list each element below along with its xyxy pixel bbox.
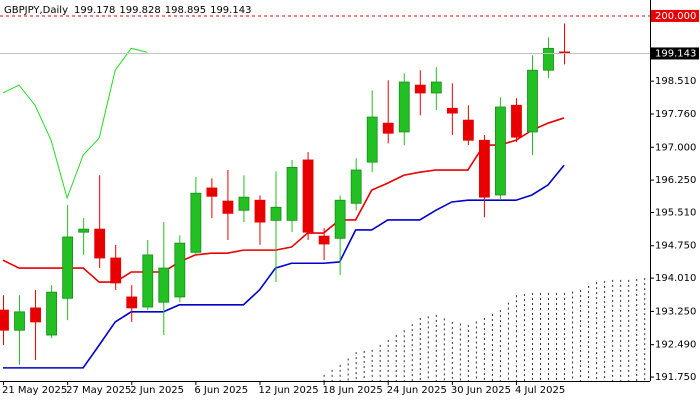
x-tick-label: 18 Jun 2025 <box>323 385 383 396</box>
open: 199.178 <box>74 5 115 16</box>
indicator-line <box>2 47 148 200</box>
y-tick-label: 194.750 <box>655 241 696 252</box>
candle-body <box>478 139 490 198</box>
candle-body <box>430 81 442 94</box>
candle-body <box>270 206 282 221</box>
x-tick-label: 24 Jun 2025 <box>387 385 447 396</box>
candle-body <box>46 291 57 336</box>
y-tick-label: 194.010 <box>655 273 696 284</box>
candle-body <box>334 199 346 239</box>
candle-body <box>174 242 186 298</box>
candle-body <box>414 84 426 94</box>
close: 199.143 <box>210 5 251 16</box>
y-tick-label: 195.510 <box>655 207 696 218</box>
plot-area <box>0 15 650 381</box>
candle-body <box>286 166 298 221</box>
candle-body <box>126 296 138 309</box>
candle-body <box>254 199 266 223</box>
level-label: 200.000 <box>655 11 696 22</box>
low: 198.895 <box>165 5 206 16</box>
candle-body <box>366 116 378 163</box>
y-tick-label: 198.510 <box>655 76 696 87</box>
level-label-bg <box>651 9 699 22</box>
x-tick-label: 2 Jun 2025 <box>130 385 184 396</box>
x-tick-label: 21 May 2025 <box>2 385 67 396</box>
candle-body <box>350 169 362 204</box>
chart-header: GBPJPY,Daily 199.178 199.828 198.895 199.143 <box>4 5 251 16</box>
candle-body <box>222 200 234 214</box>
candle-body <box>62 236 74 299</box>
x-tick-label: 27 May 2025 <box>66 385 131 396</box>
last-price-bg <box>651 47 699 60</box>
x-tick-label: 4 Jul 2025 <box>515 385 565 396</box>
y-tick-label: 192.490 <box>655 340 696 351</box>
y-tick-label: 197.760 <box>655 109 696 120</box>
candle-body <box>398 81 410 133</box>
candle-body <box>110 257 122 284</box>
candle-body <box>382 122 394 134</box>
x-tick-label: 12 Jun 2025 <box>258 385 318 396</box>
candle-body <box>30 307 41 323</box>
y-tick-label: 197.000 <box>655 142 696 153</box>
candle-body <box>190 192 202 253</box>
candle-body <box>206 187 218 197</box>
candle-body <box>462 119 474 141</box>
y-tick-label: 191.750 <box>655 372 696 383</box>
symbol: GBPJPY,Daily <box>4 5 68 16</box>
candle-body <box>142 254 154 308</box>
candle-body <box>511 104 522 138</box>
candle-body <box>446 107 458 114</box>
candle-body <box>527 69 538 133</box>
indicator-line <box>3 164 565 369</box>
candle-body <box>318 235 330 245</box>
last-price-label: 199.143 <box>655 48 696 59</box>
y-tick-label: 196.250 <box>655 175 696 186</box>
candle-body <box>302 159 314 233</box>
x-tick-label: 30 Jun 2025 <box>451 385 511 396</box>
candle-body <box>543 47 554 71</box>
candle-body <box>94 228 106 259</box>
candle-body <box>238 196 250 211</box>
y-tick-label: 193.250 <box>655 306 696 317</box>
candle-body <box>158 267 170 303</box>
candle-body <box>78 228 90 233</box>
high: 199.828 <box>119 5 160 16</box>
candle-body <box>0 309 9 331</box>
indicator-line <box>2 117 565 283</box>
candle-body <box>495 106 506 196</box>
candle-body <box>14 311 25 331</box>
x-tick-label: 6 Jun 2025 <box>194 385 248 396</box>
